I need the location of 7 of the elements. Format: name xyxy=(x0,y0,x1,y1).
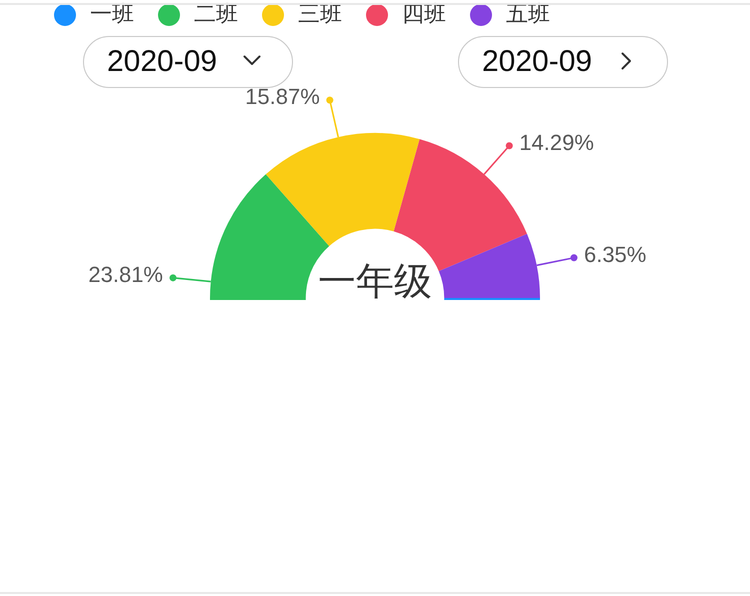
text: 2020-09 xyxy=(482,44,592,80)
text: 一年级 xyxy=(318,261,432,303)
data-label: 23.81% xyxy=(88,262,164,287)
data-label: 15.87% xyxy=(245,84,320,110)
data-label: 6.35% xyxy=(584,242,646,267)
text: 2020-09 xyxy=(107,44,218,80)
data-label: 14.29% xyxy=(519,130,594,155)
